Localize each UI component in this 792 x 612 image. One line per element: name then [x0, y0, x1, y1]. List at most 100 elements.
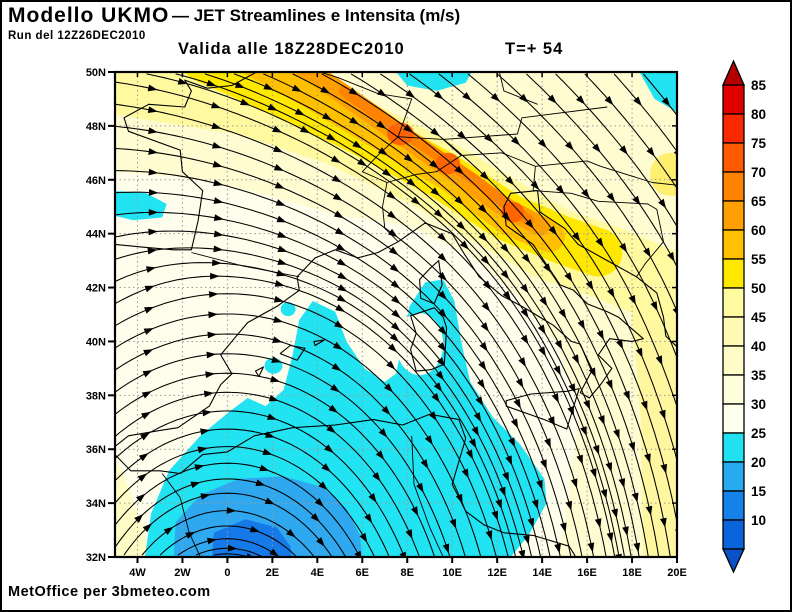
flow-arrow-icon: [437, 308, 447, 318]
flow-arrow-icon: [548, 225, 557, 236]
lon-tick-label: 4E: [311, 567, 324, 579]
flow-arrow-icon: [518, 549, 526, 557]
flow-arrow-icon: [515, 378, 524, 389]
flow-arrow-icon: [273, 163, 284, 171]
flow-arrow-icon: [142, 523, 152, 533]
flow-arrow-icon: [389, 263, 400, 273]
flow-arrow-icon: [383, 383, 394, 393]
flow-arrow-icon: [437, 232, 447, 242]
flow-arrow-icon: [677, 473, 686, 484]
flow-arrow-icon: [144, 285, 155, 293]
flow-arrow-icon: [519, 93, 529, 103]
lon-axis: 4W 2W 0 2E 4E 6E 8E 10E 12E 14E 16E 18E 20E: [129, 72, 687, 579]
streamline: [175, 73, 620, 557]
flow-arrow-icon: [433, 209, 444, 218]
flow-arrow-icon: [211, 141, 223, 149]
flow-arrow-icon: [480, 322, 489, 332]
flow-arrow-icon: [372, 471, 381, 482]
flow-arrow-icon: [205, 371, 216, 378]
colorbar-tick-label: 25: [751, 426, 767, 441]
flow-arrow-icon: [328, 404, 339, 413]
colorbar-tick-label: 15: [751, 484, 767, 499]
flow-arrow-icon: [633, 96, 642, 106]
flow-arrow-icon: [498, 486, 506, 497]
lon-tick-label: 16E: [577, 567, 597, 579]
flow-arrow-icon: [276, 269, 287, 277]
flow-arrow-icon: [336, 258, 347, 266]
flow-arrow-icon: [457, 130, 467, 140]
flow-arrow-icon: [659, 409, 666, 420]
flow-arrow-icon: [213, 179, 224, 187]
flow-arrow-icon: [147, 84, 158, 92]
flow-arrow-icon: [537, 138, 547, 149]
flow-arrow-icon: [210, 272, 220, 280]
speed-region: [115, 458, 150, 557]
streamline: [467, 73, 677, 360]
colorbar-tick-label: 65: [751, 194, 767, 209]
colorbar-segment: [722, 345, 745, 376]
flow-arrow-icon: [659, 517, 667, 528]
lat-axis: 50N 48N 46N 44N 42N 40N 38N 36N 34N 32N: [86, 67, 677, 564]
flow-arrow-icon: [200, 493, 211, 500]
flow-arrow-icon: [632, 195, 641, 206]
flow-arrow-icon: [390, 322, 401, 332]
flow-arrow-icon: [335, 243, 346, 252]
country-border: [535, 160, 677, 186]
flow-arrow-icon: [274, 181, 285, 189]
flow-arrow-icon: [607, 288, 615, 299]
lat-tick-label: 34N: [86, 498, 106, 510]
flow-arrow-icon: [333, 210, 344, 219]
flow-arrow-icon: [207, 331, 218, 339]
streamline: [115, 446, 376, 557]
colorbar-segment: [722, 432, 745, 463]
flow-arrow-icon: [391, 309, 401, 319]
flow-arrow-icon: [277, 258, 288, 265]
flow-arrow-icon: [145, 266, 157, 273]
colorbar-tick-label: 60: [751, 223, 766, 238]
flow-arrow-icon: [525, 219, 534, 229]
country-border: [533, 190, 664, 278]
lon-tick-label: 8E: [401, 567, 414, 579]
flow-arrow-icon: [405, 529, 413, 540]
flow-arrow-icon: [277, 231, 288, 238]
lat-tick-label: 50N: [86, 67, 106, 79]
flow-arrow-icon: [643, 247, 651, 258]
colorbar-segment: [722, 113, 745, 144]
flow-arrow-icon: [386, 190, 397, 200]
flow-arrow-icon: [430, 187, 440, 197]
flow-arrow-icon: [335, 304, 346, 312]
flow-arrow-icon: [431, 392, 440, 403]
flow-arrow-icon: [508, 437, 516, 448]
flow-arrow-icon: [478, 360, 487, 371]
flow-arrow-icon: [521, 253, 531, 264]
flow-arrow-icon: [332, 341, 343, 350]
coastline: [313, 339, 325, 347]
flow-arrow-icon: [530, 180, 540, 190]
flow-arrow-icon: [502, 471, 509, 482]
flow-arrow-icon: [213, 230, 224, 238]
flow-arrow-icon: [592, 444, 600, 455]
flow-arrow-icon: [619, 145, 628, 155]
flow-arrow-icon: [605, 379, 613, 390]
flow-arrow-icon: [436, 357, 446, 367]
flow-arrow-icon: [377, 88, 387, 97]
flow-arrow-icon: [331, 363, 342, 372]
flow-arrow-icon: [428, 411, 437, 421]
streamline: [496, 73, 677, 313]
flow-arrow-icon: [213, 245, 224, 253]
flow-arrow-icon: [631, 492, 639, 503]
flow-arrow-icon: [544, 438, 551, 449]
lat-tick-label: 40N: [86, 336, 106, 348]
flow-arrow-icon: [531, 499, 539, 510]
flow-arrow-icon: [140, 432, 150, 441]
streamline: [115, 147, 572, 557]
flow-arrow-icon: [555, 184, 565, 195]
map-frame: [113, 70, 679, 559]
flow-arrow-icon: [500, 269, 510, 280]
colorbar-segment: [722, 519, 745, 550]
flow-arrow-icon: [483, 133, 494, 143]
flow-arrow-icon: [600, 489, 608, 500]
coastline: [279, 344, 306, 361]
flow-arrow-icon: [378, 428, 388, 438]
flow-arrow-icon: [480, 255, 490, 265]
